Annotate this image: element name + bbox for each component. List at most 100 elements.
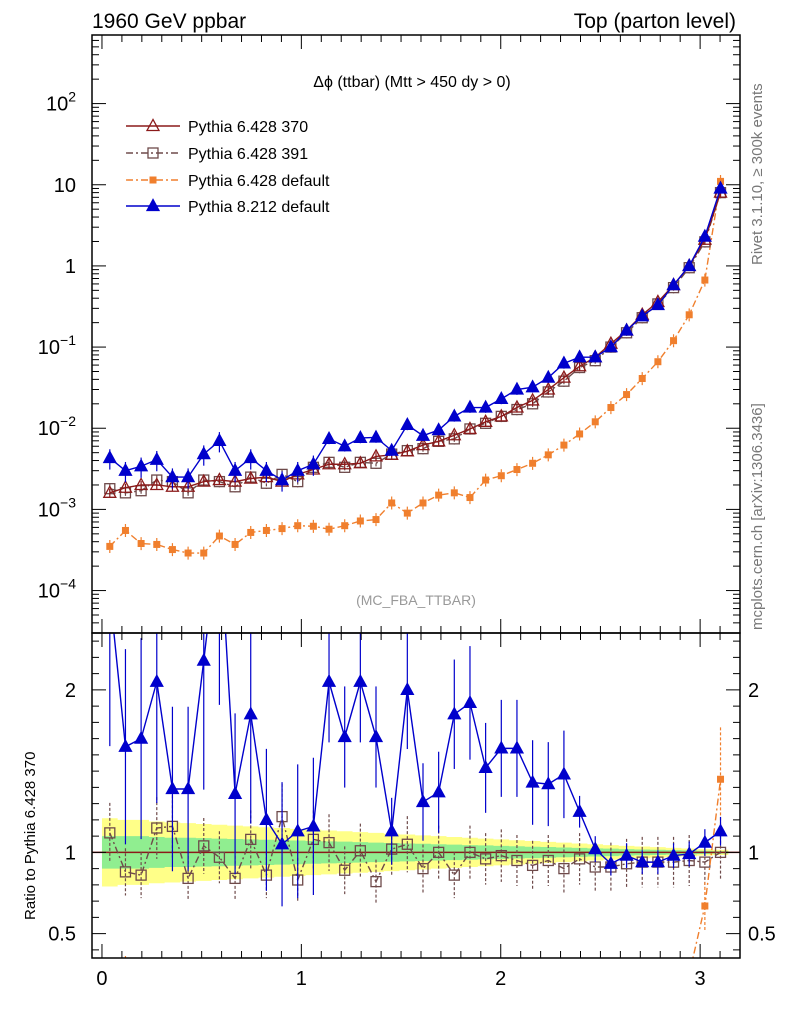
ratio-data-point (526, 859, 539, 872)
data-point (462, 421, 478, 435)
data-point (400, 443, 415, 457)
ratio-data-point (509, 740, 525, 754)
ratio-data-point (400, 682, 415, 696)
data-point (306, 456, 321, 470)
data-point (603, 339, 618, 353)
data-point (591, 418, 599, 426)
ratio-data-point (623, 985, 630, 992)
data-point (337, 438, 352, 452)
series-pythia-6-428-default (106, 174, 725, 561)
ratio-data-point (373, 984, 380, 991)
data-point (685, 311, 693, 319)
data-point (701, 276, 709, 284)
legend-marker (145, 198, 161, 212)
ratio-data-point (181, 781, 196, 795)
data-point (368, 448, 384, 462)
series-pythia-6-428-370 (102, 184, 728, 498)
ratio-data-point (588, 841, 603, 855)
data-point (149, 477, 164, 491)
ratio-data-point (541, 776, 556, 790)
ratio-data-point (279, 968, 286, 975)
ratio-data-point (104, 586, 116, 597)
data-point (431, 422, 446, 436)
ratio-data-point (149, 673, 164, 687)
data-point (134, 458, 149, 472)
ratio-data-point (135, 869, 147, 881)
ratio-data-point (545, 986, 552, 993)
top-y-tick-label: 102 (46, 89, 76, 116)
data-point (450, 489, 458, 497)
ratio-data-point (198, 840, 210, 852)
data-point (697, 228, 712, 242)
ratio-data-point (417, 862, 429, 875)
x-tick-label: 3 (695, 968, 706, 990)
data-point (231, 540, 239, 548)
data-point (278, 525, 286, 533)
data-point (544, 451, 552, 459)
ratio-series-pythia-8-212-default (104, 586, 728, 907)
series-line (109, 192, 722, 494)
data-point (541, 381, 556, 395)
ratio-data-point (682, 846, 697, 860)
data-point (102, 450, 117, 464)
ratio-data-point (462, 695, 478, 709)
data-point (713, 180, 728, 194)
ratio-data-point (243, 706, 258, 720)
data-point (262, 526, 270, 534)
plot-title: Δϕ (ttbar) (Mtt > 450 dy > 0) (313, 74, 511, 91)
header-left: 1960 GeV ppbar (92, 10, 246, 33)
ratio-data-point (670, 978, 677, 985)
ratio-data-point (118, 738, 133, 752)
data-point (497, 472, 505, 480)
data-point (650, 297, 665, 311)
ratio-data-point (122, 963, 129, 970)
series-line (109, 188, 722, 481)
data-point (325, 525, 333, 533)
data-point (356, 517, 364, 525)
ratio-data-point (451, 980, 458, 987)
ratio-data-point (494, 740, 509, 754)
data-point (181, 469, 196, 483)
data-point (290, 462, 305, 476)
ratio-data-point (701, 902, 709, 910)
legend-marker (149, 176, 157, 184)
ratio-data-point (259, 812, 274, 826)
top-y-tick-label: 10 (54, 175, 76, 197)
ratio-data-point (419, 980, 426, 987)
x-tick-label: 2 (495, 968, 506, 990)
data-point (247, 528, 255, 536)
data-point (243, 450, 258, 464)
ratio-data-point (169, 984, 176, 991)
data-point (243, 470, 258, 484)
data-point (121, 526, 129, 534)
data-point (509, 381, 525, 395)
data-point (106, 542, 114, 550)
ratio-data-point (337, 729, 352, 743)
ratio-data-point (200, 990, 207, 997)
ratio-data-point (666, 847, 681, 861)
data-point (462, 399, 478, 413)
ratio-data-point (341, 983, 348, 990)
data-point (400, 417, 415, 431)
ratio-data-point (153, 981, 160, 988)
ratio-y-tick-label-right: 0.5 (748, 924, 776, 946)
ratio-data-point (370, 875, 382, 888)
ratio-series-line (109, 816, 721, 884)
ratio-data-point (232, 984, 239, 991)
ratio-data-point (415, 794, 431, 808)
data-point (556, 369, 572, 383)
series-line (109, 192, 722, 494)
legend-label: Pythia 6.428 391 (188, 146, 308, 163)
ratio-data-point (592, 985, 599, 992)
data-point (200, 549, 208, 557)
ratio-data-point (447, 706, 462, 720)
data-point (607, 404, 615, 412)
data-point (525, 379, 540, 393)
series-pythia-6-428-391 (104, 186, 727, 499)
data-point (576, 430, 584, 438)
ratio-data-point (713, 823, 728, 837)
top-y-tick-label: 10−3 (38, 494, 76, 521)
ratio-data-point (572, 803, 587, 817)
data-point (419, 499, 427, 507)
data-point (509, 399, 525, 413)
